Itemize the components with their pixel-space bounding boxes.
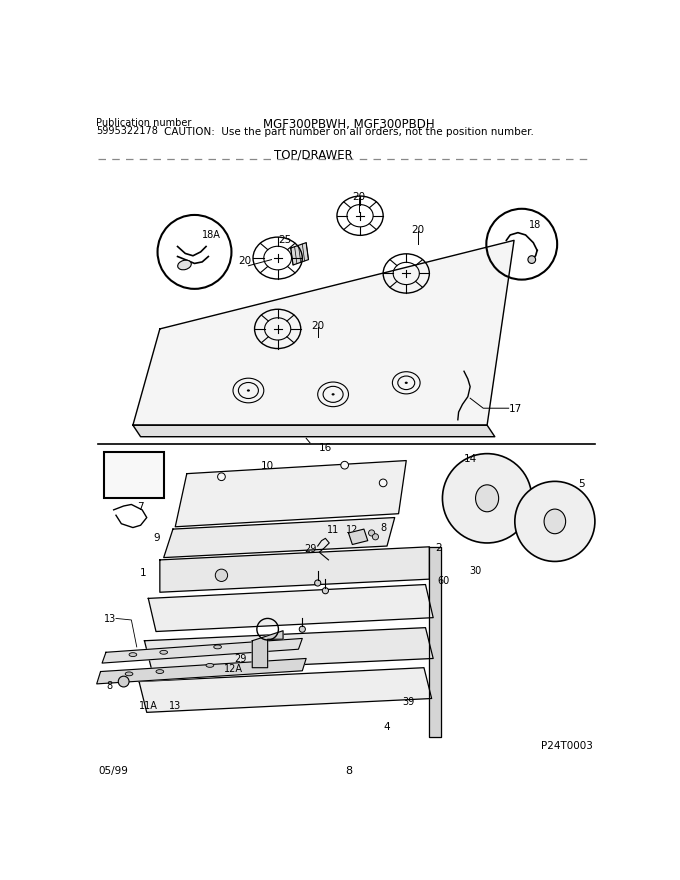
Text: 20: 20 [238,256,251,266]
Circle shape [379,479,387,487]
Ellipse shape [177,260,191,270]
Ellipse shape [247,389,250,392]
Circle shape [341,461,348,469]
Circle shape [369,530,375,536]
Text: 5: 5 [579,479,585,489]
Ellipse shape [156,670,164,673]
Bar [103,452,164,498]
Polygon shape [144,627,433,671]
Text: 18: 18 [529,219,541,230]
Text: 8: 8 [380,523,386,533]
Text: 11A: 11A [139,700,158,711]
Ellipse shape [405,382,408,384]
Polygon shape [164,517,394,558]
Ellipse shape [475,485,498,512]
Ellipse shape [214,645,222,649]
Polygon shape [160,546,429,592]
Ellipse shape [332,393,335,395]
Polygon shape [348,529,368,545]
Text: 8: 8 [345,766,352,776]
Polygon shape [148,584,433,632]
Ellipse shape [206,664,214,667]
Text: 20: 20 [411,225,424,235]
Text: 4: 4 [384,722,390,731]
Text: TOP/DRAWER: TOP/DRAWER [275,149,353,162]
Ellipse shape [129,653,137,656]
Polygon shape [175,460,406,527]
Text: 1: 1 [140,568,147,577]
Polygon shape [252,631,283,668]
Text: 13: 13 [103,614,116,624]
Ellipse shape [125,672,133,676]
Text: 7: 7 [137,502,144,512]
Text: 12A: 12A [224,664,243,674]
Text: 10: 10 [261,460,274,471]
Polygon shape [97,658,306,684]
Circle shape [322,588,328,594]
Circle shape [216,569,228,582]
Text: 20: 20 [311,321,324,331]
Circle shape [443,454,532,543]
Circle shape [515,481,595,561]
Text: CAUTION:  Use the part number on all orders, not the position number.: CAUTION: Use the part number on all orde… [164,127,533,137]
Circle shape [315,580,321,586]
Circle shape [299,627,305,632]
Text: 12: 12 [346,525,358,535]
Polygon shape [139,668,432,713]
Text: 20: 20 [352,192,365,202]
Text: 29: 29 [235,654,247,664]
Text: 16: 16 [319,443,332,453]
Text: P24T0003: P24T0003 [541,741,594,751]
Text: 30: 30 [469,566,481,576]
Text: 25: 25 [279,235,292,245]
Text: 8: 8 [107,681,113,691]
Text: 9: 9 [153,533,160,543]
Text: MGF300PBWH, MGF300PBDH: MGF300PBWH, MGF300PBDH [262,118,435,131]
Polygon shape [291,243,309,265]
Circle shape [528,256,536,263]
Text: 13: 13 [169,700,182,711]
Text: 17: 17 [509,404,522,414]
Ellipse shape [544,509,566,533]
Text: 05/99: 05/99 [98,766,128,776]
Text: 2: 2 [435,543,442,553]
Text: 39: 39 [403,697,415,707]
Text: 29: 29 [304,545,316,554]
Polygon shape [102,639,303,664]
Polygon shape [133,240,514,425]
Text: 18A: 18A [202,231,221,240]
Text: 60: 60 [437,576,449,586]
Text: 5995322178: 5995322178 [96,127,158,136]
Ellipse shape [160,650,167,654]
Circle shape [218,473,225,480]
Circle shape [373,533,379,539]
Circle shape [118,676,129,687]
Text: 11: 11 [327,525,339,535]
Polygon shape [133,425,495,436]
Text: Publication number: Publication number [96,118,191,128]
Polygon shape [429,546,441,737]
Text: 14: 14 [464,454,477,464]
